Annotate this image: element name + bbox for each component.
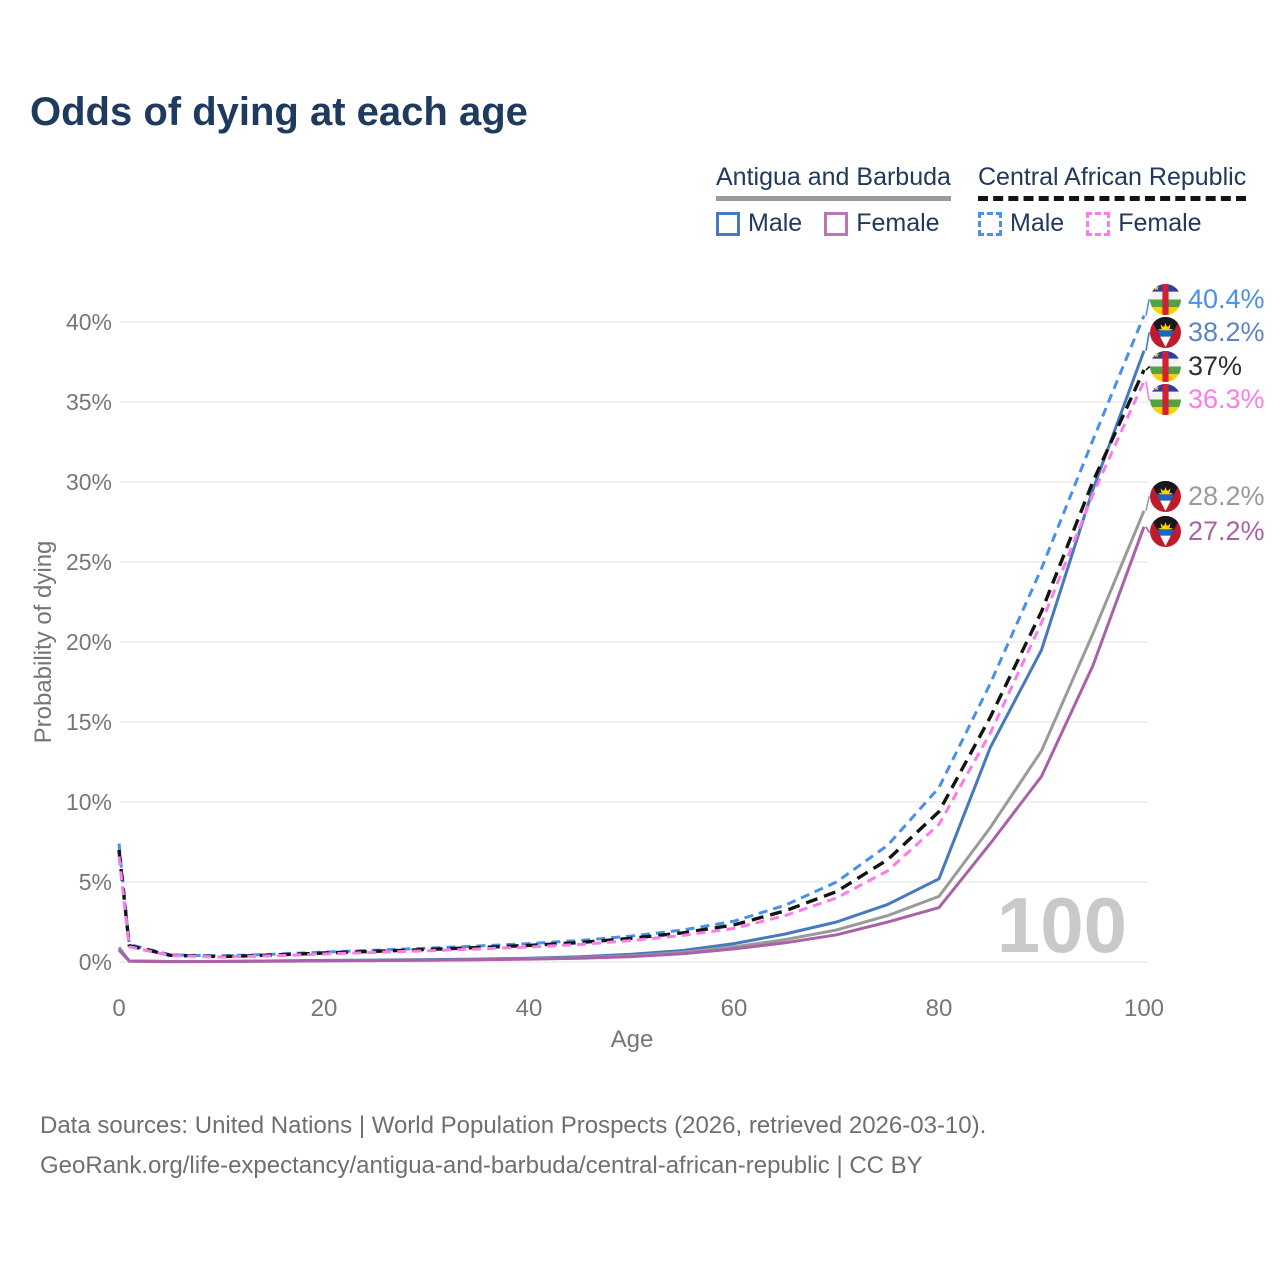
- car-female-swatch-icon: [1086, 211, 1111, 236]
- antigua-and-barbuda-flag-icon: [1150, 317, 1181, 348]
- page-title: Odds of dying at each age: [30, 90, 528, 134]
- end-value-text: 28.2%: [1188, 481, 1265, 511]
- end-value-label: 36.3%: [1150, 384, 1265, 415]
- x-tick-label: 60: [721, 995, 748, 1022]
- x-axis-title: Age: [610, 1026, 654, 1053]
- legend-item-antigua-female: Female: [824, 209, 940, 238]
- legend-item-label: Female: [1118, 209, 1202, 237]
- legend-item-car-female: Female: [1086, 209, 1202, 238]
- data-source-footer: Data sources: United Nations | World Pop…: [40, 1106, 986, 1186]
- y-tick-label: 5%: [79, 869, 112, 895]
- y-tick-label: 35%: [66, 389, 112, 415]
- legend-item-label: Male: [1010, 209, 1065, 237]
- y-tick-label: 20%: [66, 629, 112, 655]
- series-line-central-african-republic-both-sexes: [117, 369, 1146, 959]
- car-male-swatch-icon: [978, 211, 1002, 236]
- x-tick-label: 0: [112, 995, 125, 1022]
- series-line-antigua-and-barbuda-both-sexes: [117, 510, 1146, 963]
- x-tick-label: 100: [1124, 995, 1164, 1022]
- antigua-and-barbuda-flag-icon: [1150, 481, 1181, 512]
- antigua-female-swatch-icon: [824, 211, 849, 236]
- end-value-label: 27.2%: [1150, 516, 1265, 547]
- central-african-republic-flag-icon: [1150, 384, 1181, 415]
- end-value-label: 38.2%: [1150, 317, 1265, 348]
- y-axis-title: Probability of dying: [30, 540, 57, 744]
- end-value-text: 38.2%: [1188, 317, 1265, 347]
- y-tick-label: 0%: [79, 949, 112, 975]
- end-value-text: 27.2%: [1188, 516, 1265, 546]
- age-watermark: 100: [997, 881, 1127, 969]
- y-tick-label: 10%: [66, 789, 112, 815]
- x-tick-label: 80: [926, 995, 953, 1022]
- end-value-text: 37%: [1188, 351, 1243, 381]
- legend-group-central-african-republic: Central African Republic Male Female: [978, 163, 1247, 238]
- legend-item-label: Male: [748, 209, 803, 237]
- x-tick-label: 40: [516, 995, 543, 1022]
- y-tick-label: 30%: [66, 469, 112, 495]
- central-african-republic-flag-icon: [1150, 351, 1181, 382]
- footer-line-1: Data sources: United Nations | World Pop…: [40, 1112, 987, 1139]
- central-african-republic-flag-icon: [1150, 284, 1181, 315]
- legend-country-antigua-and-barbuda: Antigua and Barbuda: [716, 163, 951, 201]
- legend-item-car-male: Male: [978, 209, 1064, 238]
- end-value-label: 40.4%: [1150, 284, 1265, 315]
- legend-group-antigua-and-barbuda: Antigua and Barbuda Male Female: [716, 163, 951, 238]
- series-line-antigua-and-barbuda-female: [117, 526, 1146, 964]
- y-tick-label: 15%: [66, 709, 112, 735]
- antigua-male-swatch-icon: [716, 211, 740, 236]
- legend-item-antigua-male: Male: [716, 209, 802, 238]
- legend-item-label: Female: [856, 209, 940, 237]
- y-tick-label: 25%: [66, 549, 112, 575]
- end-value-label: 28.2%: [1150, 481, 1265, 512]
- series-line-antigua-and-barbuda-male: [117, 350, 1146, 963]
- footer-line-2: GeoRank.org/life-expectancy/antigua-and-…: [40, 1152, 923, 1179]
- series-line-central-african-republic-female: [117, 380, 1146, 959]
- antigua-and-barbuda-flag-icon: [1150, 516, 1181, 547]
- end-value-text: 36.3%: [1188, 384, 1265, 414]
- y-tick-label: 40%: [66, 309, 112, 335]
- end-value-text: 40.4%: [1188, 284, 1265, 314]
- end-value-label: 37%: [1150, 351, 1242, 382]
- x-tick-label: 20: [311, 995, 338, 1022]
- series-line-central-african-republic-male: [117, 315, 1146, 958]
- legend-country-central-african-republic: Central African Republic: [978, 163, 1247, 201]
